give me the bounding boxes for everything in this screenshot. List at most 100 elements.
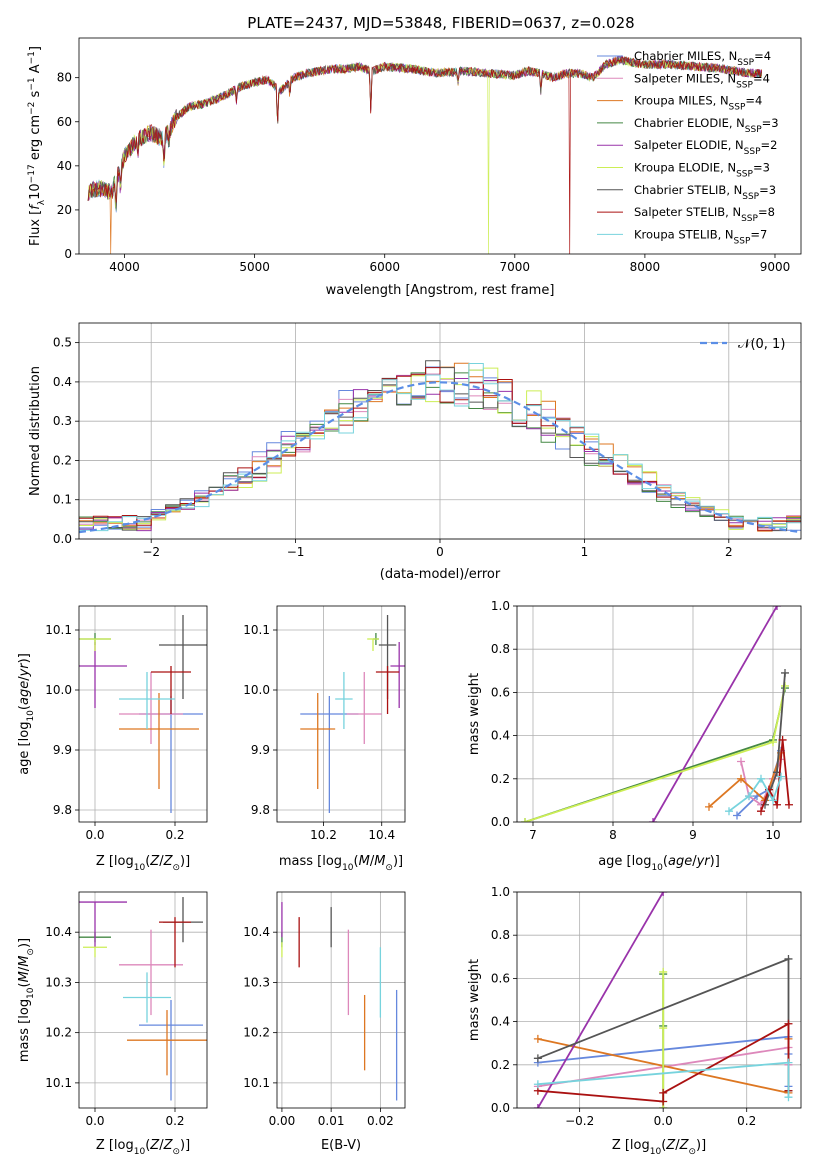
label-part: Kroupa MILES, N bbox=[634, 94, 729, 108]
x-tick-label: 0.0 bbox=[85, 828, 104, 842]
x-axis-label: Z [log10(Z/Z⊙)] bbox=[96, 854, 190, 873]
label-part: ⊙ bbox=[26, 948, 36, 956]
y-tick-label: 10.0 bbox=[243, 683, 270, 697]
label-part: / bbox=[159, 1138, 164, 1153]
label-part: Z [log bbox=[612, 1138, 650, 1153]
label-part: age [log bbox=[598, 854, 651, 869]
marker-salpeter-elodie bbox=[659, 892, 668, 896]
plot-area-residuals bbox=[79, 360, 801, 534]
spectrum-line-chabrier-stelib bbox=[87, 55, 763, 209]
label-part: ⊙ bbox=[385, 863, 393, 873]
legend-label-chabrier-miles: Chabrier MILES, NSSP=4 bbox=[634, 49, 771, 68]
y-tick-label: 0.3 bbox=[53, 414, 72, 428]
y-tick-label: 10.4 bbox=[45, 925, 72, 939]
y-tick-label: 10.3 bbox=[45, 975, 72, 989]
label-part: Z [log bbox=[96, 854, 134, 869]
y-axis-label: mass weight bbox=[467, 673, 482, 755]
label-part: )] bbox=[17, 938, 32, 948]
label-part: / bbox=[17, 966, 32, 971]
label-part: Chabrier STELIB, N bbox=[634, 183, 742, 197]
label-part: −17 bbox=[27, 164, 37, 183]
label-part: 10 bbox=[26, 710, 36, 722]
axes-frame bbox=[516, 891, 802, 1109]
panel-mass-vs-Z: 0.0 0.210.110.210.310.4Z [log10(Z/Z⊙)]mas… bbox=[17, 891, 208, 1157]
y-tick-label: 9.9 bbox=[251, 743, 270, 757]
label-part: / bbox=[17, 676, 32, 681]
y-tick-label: 10.3 bbox=[243, 975, 270, 989]
axes-frame bbox=[78, 37, 802, 255]
y-tick-label: 0 bbox=[64, 247, 72, 261]
series-line-salpeter-elodie bbox=[537, 892, 664, 1108]
label-part: Z bbox=[149, 1138, 160, 1153]
y-tick-label: 0.4 bbox=[53, 375, 72, 389]
x-tick-label: 8 bbox=[609, 828, 617, 842]
label-part: Chabrier MILES, N bbox=[634, 49, 737, 63]
y-tick-label: 10.2 bbox=[243, 1026, 270, 1040]
y-tick-label: 0.4 bbox=[491, 1015, 510, 1029]
marker-chabrier-stelib bbox=[781, 668, 789, 677]
y-tick-label: 10.1 bbox=[243, 623, 270, 637]
normal-curve bbox=[79, 381, 801, 534]
label-part: )] bbox=[696, 1138, 706, 1153]
y-axis-label: Flux [fλ10−17 erg cm−2 s−1 A−1] bbox=[27, 46, 47, 246]
label-part: 10 bbox=[134, 863, 146, 873]
plot-area-mass-weight-vs-Z bbox=[533, 892, 793, 1108]
label-part: =3 bbox=[762, 116, 779, 130]
legend-label-kroupa-elodie: Kroupa ELODIE, NSSP=3 bbox=[634, 161, 770, 180]
axes-frame bbox=[276, 605, 406, 823]
plot-area-spectrum bbox=[87, 54, 763, 254]
label-part: A bbox=[28, 64, 43, 77]
label-part: =3 bbox=[753, 161, 770, 175]
marker-salpeter-elodie bbox=[773, 606, 781, 610]
label-part: −1 bbox=[27, 51, 37, 64]
y-tick-label: 20 bbox=[57, 203, 72, 217]
label-part: M bbox=[17, 956, 32, 967]
y-tick-label: 0.4 bbox=[491, 729, 510, 743]
legend-label-normal: 𝒩(0, 1) bbox=[738, 337, 785, 352]
label-part: age [log bbox=[17, 722, 32, 775]
label-part: / bbox=[692, 854, 697, 869]
marker-kroupa-elodie bbox=[659, 1024, 668, 1033]
y-axis-label: age [log10(age/yr)] bbox=[17, 653, 36, 775]
label-part: Z bbox=[163, 854, 174, 869]
x-tick-label: 0.2 bbox=[165, 1114, 184, 1128]
x-tick-label: 10 bbox=[765, 828, 780, 842]
marker-kroupa-elodie bbox=[659, 967, 668, 976]
marker-chabrier-stelib bbox=[784, 954, 793, 963]
x-axis-label: E(B-V) bbox=[321, 1138, 361, 1153]
spectrum-line-salpeter-stelib bbox=[87, 54, 763, 254]
label-part: ] bbox=[28, 46, 43, 51]
label-part: 10 bbox=[650, 1147, 662, 1157]
x-axis-label: (data-model)/error bbox=[380, 567, 501, 582]
plot-area-mass-vs-EBV bbox=[281, 902, 398, 1101]
label-part: SSP bbox=[729, 103, 746, 113]
label-part: ( bbox=[17, 982, 32, 987]
marker-kroupa-stelib bbox=[533, 1080, 542, 1089]
label-part: SSP bbox=[734, 236, 751, 246]
panel-mass-vs-EBV: 0.00 0.01 0.02 10.1 10.2 10.3 10.4 E(B-V) bbox=[243, 891, 406, 1153]
x-tick-label: 7 bbox=[529, 828, 537, 842]
legend-label-chabrier-elodie: Chabrier ELODIE, NSSP=3 bbox=[634, 116, 779, 135]
label-part: )] bbox=[17, 653, 32, 663]
panel-spectrum: 4000 5000 6000 7000 8000 9000 0 20 40 60 80 wavelen… bbox=[27, 37, 802, 298]
x-tick-label: 10.4 bbox=[368, 828, 395, 842]
label-part: )] bbox=[710, 854, 720, 869]
marker-kroupa-miles bbox=[737, 774, 745, 783]
label-part: SSP bbox=[744, 147, 761, 157]
label-part: ⊙ bbox=[172, 1147, 180, 1157]
y-tick-label: 40 bbox=[57, 159, 72, 173]
legend-label-kroupa-stelib: Kroupa STELIB, NSSP=7 bbox=[634, 227, 767, 246]
panel-age-vs-Z: 0.0 0.29.89.910.010.1Z [log10(Z/Z⊙)]age [… bbox=[17, 605, 208, 873]
label-part: Z bbox=[665, 1138, 676, 1153]
y-tick-label: 9.8 bbox=[251, 803, 270, 817]
x-tick-label: 1 bbox=[581, 545, 589, 559]
marker-kroupa-stelib bbox=[784, 1093, 793, 1102]
marker-kroupa-miles bbox=[705, 802, 713, 811]
label-part: λ bbox=[37, 199, 47, 205]
label-part: mass [log bbox=[279, 854, 342, 869]
marker-salpeter-stelib bbox=[757, 807, 765, 816]
x-tick-label: 2 bbox=[725, 545, 733, 559]
label-part: =2 bbox=[761, 138, 778, 152]
label-part: age bbox=[668, 854, 692, 869]
